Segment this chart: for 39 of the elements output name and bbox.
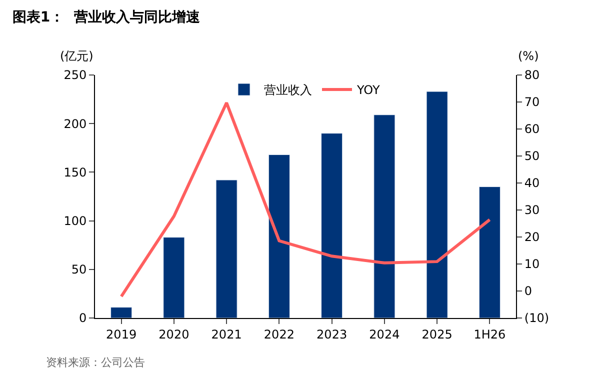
bar — [163, 237, 185, 318]
x-tick-label: 2020 — [158, 327, 190, 342]
bar — [374, 114, 396, 318]
y-tick-label: 150 — [64, 165, 87, 180]
bar — [426, 91, 448, 318]
text: 资料来源：公司公告 — [46, 356, 145, 369]
y2-tick-label: 0 — [524, 284, 532, 298]
x-tick-label: 2019 — [106, 327, 137, 342]
x-tick-label: 2025 — [422, 327, 452, 342]
y2-tick-label: 70 — [524, 95, 540, 110]
bar — [268, 154, 290, 318]
y-tick-label: 0 — [78, 311, 87, 326]
x-tick-label: 1H26 — [474, 327, 506, 342]
y2-tick-label: 50 — [524, 149, 540, 164]
y2-tick-label: 40 — [524, 176, 540, 190]
x-tick-label: 2024 — [369, 327, 400, 342]
legend-label: YOY — [356, 83, 380, 98]
legend-label: 营业收入 — [264, 83, 312, 98]
y-axis-title: (亿元) — [60, 49, 94, 63]
y-tick-label: 250 — [64, 68, 87, 82]
bar — [478, 186, 500, 318]
chart-title: 图表1： 营业收入与同比增速 — [12, 9, 201, 26]
x-tick-label: 2023 — [316, 327, 348, 342]
line-series — [120, 101, 492, 298]
y2-tick-label: (10) — [524, 311, 550, 326]
bar — [321, 133, 343, 318]
y-tick-label: 50 — [71, 262, 87, 277]
y2-tick-label: 80 — [524, 68, 540, 82]
x-tick-label: 2021 — [211, 327, 242, 342]
x-tick-label: 2022 — [264, 327, 294, 342]
y-tick-label: 200 — [64, 116, 87, 131]
y2-tick-label: 60 — [524, 122, 540, 136]
y-tick-label: 100 — [64, 214, 87, 228]
bar — [110, 307, 132, 318]
y2-axis-title: (%) — [518, 49, 539, 63]
bar — [216, 180, 238, 318]
y2-tick-label: 30 — [524, 203, 540, 218]
y2-tick-label: 10 — [524, 257, 540, 272]
y2-tick-label: 20 — [524, 230, 540, 244]
